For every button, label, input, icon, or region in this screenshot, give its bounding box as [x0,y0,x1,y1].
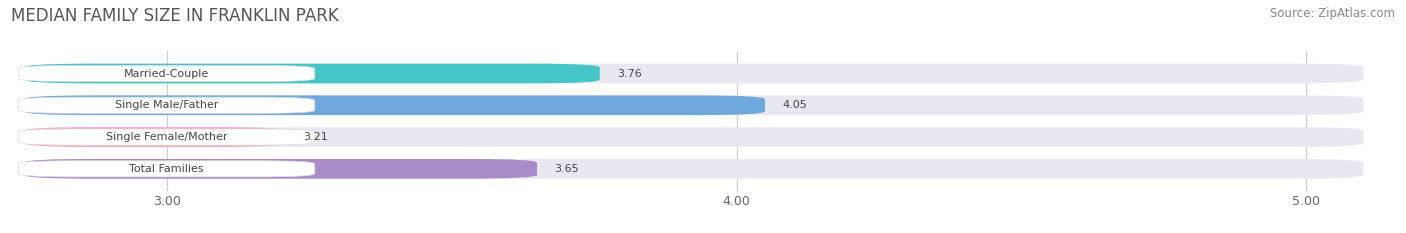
Text: Source: ZipAtlas.com: Source: ZipAtlas.com [1270,7,1395,20]
FancyBboxPatch shape [18,65,315,82]
Text: 4.05: 4.05 [782,100,807,110]
Text: 3.76: 3.76 [617,69,641,79]
Text: Single Female/Mother: Single Female/Mother [105,132,228,142]
FancyBboxPatch shape [24,159,1364,179]
Text: MEDIAN FAMILY SIZE IN FRANKLIN PARK: MEDIAN FAMILY SIZE IN FRANKLIN PARK [11,7,339,25]
FancyBboxPatch shape [18,161,315,177]
Text: Total Families: Total Families [129,164,204,174]
FancyBboxPatch shape [24,96,1364,115]
Text: Married-Couple: Married-Couple [124,69,209,79]
FancyBboxPatch shape [24,159,537,179]
Text: 3.21: 3.21 [304,132,328,142]
FancyBboxPatch shape [24,64,600,83]
Text: Single Male/Father: Single Male/Father [115,100,218,110]
FancyBboxPatch shape [18,97,315,113]
FancyBboxPatch shape [24,96,765,115]
FancyBboxPatch shape [18,129,315,145]
FancyBboxPatch shape [24,127,1364,147]
FancyBboxPatch shape [24,64,1364,83]
Text: 3.65: 3.65 [554,164,579,174]
FancyBboxPatch shape [24,127,287,147]
